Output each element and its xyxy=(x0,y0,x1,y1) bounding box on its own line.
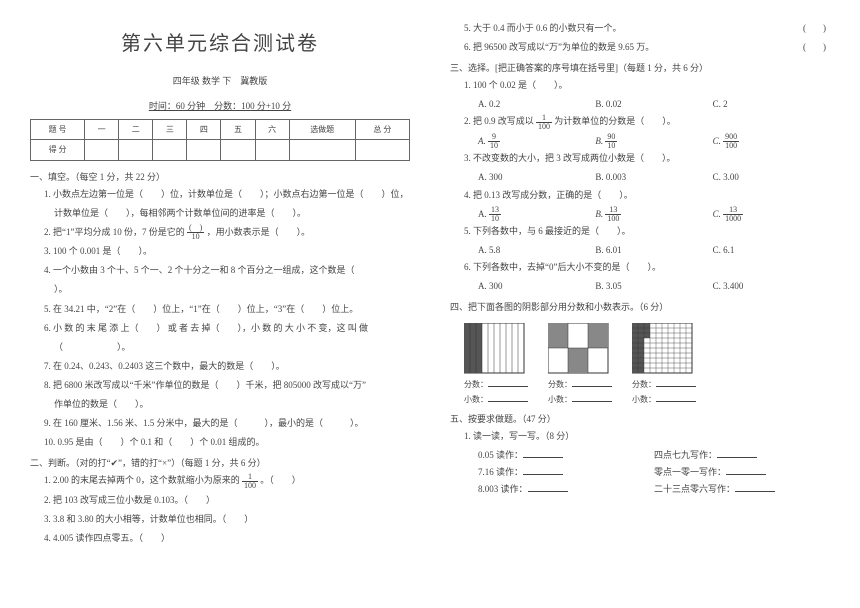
page-title: 第六单元综合测试卷 xyxy=(30,25,410,63)
q3-4: 4. 把 0.13 改写成分数，正确的是（ ）。 xyxy=(464,187,830,204)
read-row: 7.16 读作： 零点一零一写作： xyxy=(478,464,830,481)
read-row: 8.003 读作： 二十三点零六写作： xyxy=(478,481,830,498)
subtitle: 四年级 数学 下 冀教版 xyxy=(30,73,410,90)
q1-7: 7. 在 0.24、0.243、0.2403 这三个数中，最大的数是（ ）。 xyxy=(44,358,410,375)
fraction-icon: 1100 xyxy=(536,114,552,131)
grid-1: 分数： 小数： xyxy=(464,323,528,407)
q1-3: 3. 100 个 0.001 是（ ）。 xyxy=(44,243,410,260)
q3-6: 6. 下列各数中，去掉“0”后大小不变的是（ ）。 xyxy=(464,259,830,276)
fraction-icon: 1100 xyxy=(242,473,258,490)
read-row: 0.05 读作： 四点七九写作： xyxy=(478,447,830,464)
q2-4: 4. 4.005 读作四点零五。（ ） xyxy=(44,530,410,547)
j6: 6. 把 96500 改写成以“万”为单位的数是 9.65 万。( ) xyxy=(464,39,830,56)
q1-4b: ）。 xyxy=(54,281,410,298)
q5-1: 1. 读一读，写一写。（8 分） xyxy=(464,428,830,445)
grid-icon xyxy=(464,323,526,375)
q1-8b: 作单位的数是（ ）。 xyxy=(54,396,410,413)
grid-3: 分数： 小数： xyxy=(632,323,696,407)
q1-6: 6. 小 数 的 末 尾 添 上（ ） 或 者 去 掉（ ），小 数 的 大 小… xyxy=(44,320,410,337)
grid-icon xyxy=(548,323,610,375)
grid-2: 分数： 小数： xyxy=(548,323,612,407)
time-info: 时间：60 分钟 分数：100 分+10 分 xyxy=(30,98,410,115)
section-1-head: 一、填空。（每空 1 分，共 22 分） xyxy=(30,169,410,186)
score-table: 题 号 一 二 三 四 五 六 选做题 总 分 得 分 xyxy=(30,119,410,160)
fraction-icon: ( )10 xyxy=(187,224,204,241)
q3-5: 5. 下列各数中，与 6 最接近的是（ ）。 xyxy=(464,223,830,240)
q3-5-options: A. 5.8 B. 6.01 C. 6.1 xyxy=(478,242,830,259)
q1-4: 4. 一个小数由 3 个十、5 个一、2 个十分之一和 8 个百分之一组成，这个… xyxy=(44,262,410,279)
grid-icon xyxy=(632,323,694,375)
q1-5: 5. 在 34.21 中，“2”在（ ）位上，“1”在（ ）位上，“3”在（ ）… xyxy=(44,301,410,318)
table-row: 得 分 xyxy=(31,140,410,160)
section-4-head: 四、把下面各图的阴影部分用分数和小数表示。（6 分） xyxy=(450,299,830,316)
q3-4-options: A. 1310 B. 13100 C. 131000 xyxy=(478,206,830,223)
q3-3: 3. 不改变数的大小，把 3 改写成两位小数是（ ）。 xyxy=(464,150,830,167)
q1-9: 9. 在 160 厘米、1.56 米、1.5 分米中，最大的是（ ），最小的是（… xyxy=(44,415,410,432)
q1-6b: （ ）。 xyxy=(54,339,410,356)
q3-2-options: A. 910 B. 9010 C. 900100 xyxy=(478,133,830,150)
j5: 5. 大于 0.4 而小于 0.6 的小数只有一个。( ) xyxy=(464,20,830,37)
q2-2: 2. 把 103 改写成三位小数是 0.103。（ ） xyxy=(44,492,410,509)
q3-2: 2. 把 0.9 改写成以 1100 为计数单位的分数是（ ）。 xyxy=(464,113,830,130)
q1-10: 10. 0.95 是由（ ）个 0.1 和（ ）个 0.01 组成的。 xyxy=(44,434,410,451)
q1-8: 8. 把 6800 米改写成以“千米”作单位的数是（ ）千米，把 805000 … xyxy=(44,377,410,394)
q3-1: 1. 100 个 0.02 是（ ）。 xyxy=(464,77,830,94)
q1-1: 1. 小数点左边第一位是（ ）位，计数单位是（ ）；小数点右边第一位是（ ）位， xyxy=(44,186,410,203)
section-5-head: 五、按要求做题。（47 分） xyxy=(450,411,830,428)
grid-figures: 分数： 小数： 分数： 小数： xyxy=(464,323,830,407)
q1-1b: 计数单位是（ ），每相邻两个计数单位间的进率是（ ）。 xyxy=(54,205,410,222)
q1-2: 2. 把“1”平均分成 10 份，7 份是它的 ( )10 ，用小数表示是（ ）… xyxy=(44,224,410,241)
section-2-head: 二、判断。（对的打“✔”，错的打“×”）（每题 1 分，共 6 分） xyxy=(30,455,410,472)
q3-1-options: A. 0.2 B. 0.02 C. 2 xyxy=(478,96,830,113)
q2-3: 3. 3.8 和 3.80 的大小相等，计数单位也相同。（ ） xyxy=(44,511,410,528)
section-3-head: 三、选择。[把正确答案的序号填在括号里]（每题 1 分，共 6 分） xyxy=(450,60,830,77)
q3-6-options: A. 300 B. 3.05 C. 3.400 xyxy=(478,278,830,295)
q3-3-options: A. 300 B. 0.003 C. 3.00 xyxy=(478,169,830,186)
q2-1: 1. 2.00 的末尾去掉两个 0，这个数就缩小为原来的 1100 。（ ） xyxy=(44,472,410,489)
table-row: 题 号 一 二 三 四 五 六 选做题 总 分 xyxy=(31,120,410,140)
